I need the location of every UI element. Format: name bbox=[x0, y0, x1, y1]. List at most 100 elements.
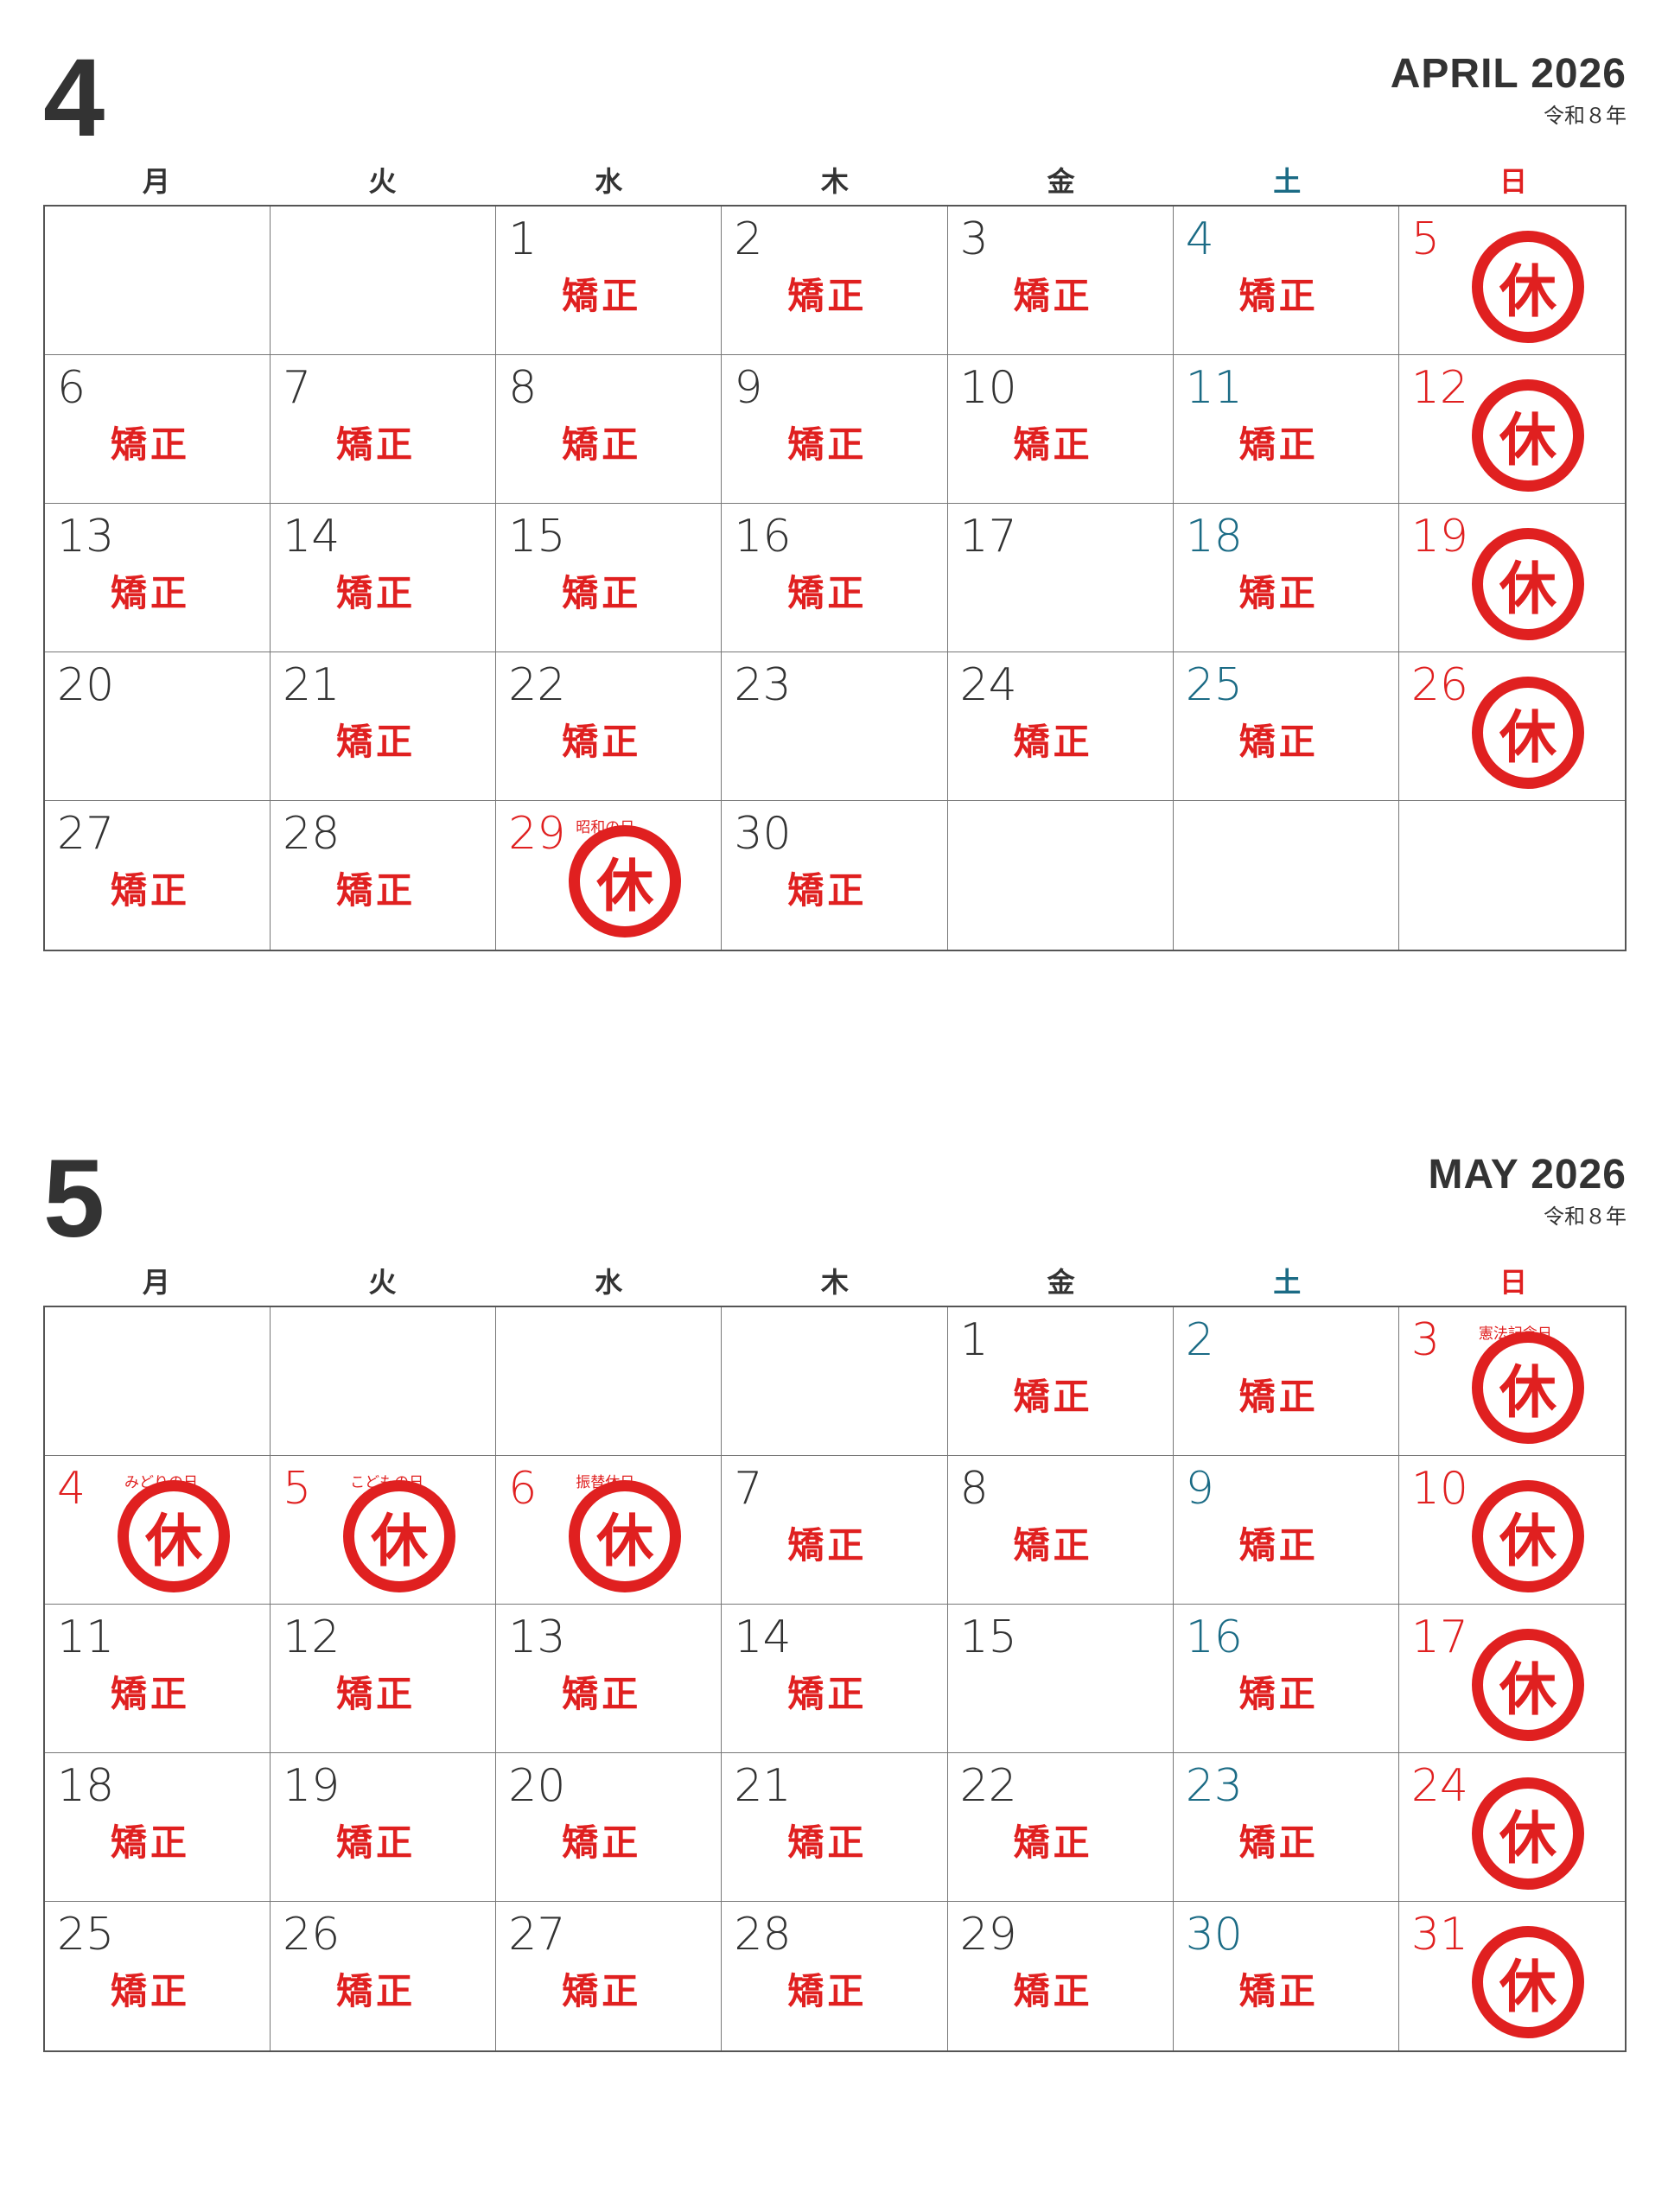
day-number: 19 bbox=[1410, 511, 1469, 563]
weekday-label: 木 bbox=[820, 165, 849, 198]
closed-circle-icon: 休 bbox=[1471, 231, 1584, 343]
day-cell: 16 矯正 bbox=[722, 504, 948, 652]
day-number: 16 bbox=[1185, 1611, 1243, 1663]
day-cell: 14 矯正 bbox=[722, 1605, 948, 1753]
weekday-label: 水 bbox=[595, 1266, 623, 1299]
day-number: 27 bbox=[57, 808, 115, 860]
closed-circle-icon: 休 bbox=[1471, 1480, 1584, 1592]
day-cell: 3憲法記念日休 bbox=[1398, 1307, 1625, 1456]
day-number: 1 bbox=[508, 213, 538, 265]
day-cell: 22 矯正 bbox=[947, 1753, 1174, 1902]
orthodontic-label: 矯正 bbox=[787, 1821, 868, 1864]
day-cell: 8 矯正 bbox=[947, 1456, 1174, 1605]
day-number: 27 bbox=[508, 1909, 566, 1961]
day-cell: 17 休 bbox=[1398, 1605, 1625, 1753]
day-number: 7 bbox=[283, 362, 312, 414]
month-title: APRIL 2026 bbox=[1390, 51, 1627, 97]
orthodontic-label: 矯正 bbox=[787, 869, 868, 912]
day-number: 26 bbox=[283, 1909, 341, 1961]
orthodontic-label: 矯正 bbox=[111, 572, 191, 614]
orthodontic-label: 矯正 bbox=[562, 423, 642, 466]
orthodontic-label: 矯正 bbox=[336, 1970, 417, 2012]
orthodontic-label: 矯正 bbox=[1238, 1970, 1319, 2012]
closed-circle-icon: 休 bbox=[1471, 1926, 1584, 2038]
day-cell: 2 矯正 bbox=[722, 207, 948, 355]
day-number: 18 bbox=[57, 1760, 115, 1812]
orthodontic-label: 矯正 bbox=[1013, 423, 1093, 466]
weekday-label: 土 bbox=[1273, 165, 1302, 198]
day-cell: 15 矯正 bbox=[496, 504, 723, 652]
closed-circle-icon: 休 bbox=[118, 1480, 230, 1592]
weekday-label: 日 bbox=[1499, 165, 1527, 198]
era-year: 令和８年 bbox=[1544, 104, 1627, 128]
day-number: 24 bbox=[959, 659, 1017, 711]
day-cell: 27 矯正 bbox=[496, 1902, 723, 2050]
weekday-label: 木 bbox=[820, 1266, 849, 1299]
day-cell: 7 矯正 bbox=[271, 355, 497, 504]
orthodontic-label: 矯正 bbox=[1238, 721, 1319, 763]
day-cell: 1 矯正 bbox=[947, 1307, 1174, 1456]
orthodontic-label: 矯正 bbox=[1238, 1376, 1319, 1418]
day-number: 28 bbox=[734, 1909, 792, 1961]
day-cell: 11 矯正 bbox=[1173, 355, 1399, 504]
orthodontic-label: 矯正 bbox=[1013, 1821, 1093, 1864]
day-cell bbox=[1174, 801, 1399, 950]
day-cell bbox=[722, 1307, 948, 1456]
day-number: 28 bbox=[283, 808, 341, 860]
day-cell: 10 矯正 bbox=[947, 355, 1174, 504]
day-cell: 2 矯正 bbox=[1173, 1307, 1399, 1456]
day-cell: 7 矯正 bbox=[722, 1456, 948, 1605]
day-number: 7 bbox=[734, 1463, 763, 1515]
day-number: 14 bbox=[734, 1611, 792, 1663]
day-number: 17 bbox=[1410, 1611, 1469, 1663]
day-cell: 27 矯正 bbox=[45, 801, 271, 950]
day-cell: 10 休 bbox=[1398, 1456, 1625, 1605]
day-number: 12 bbox=[1410, 362, 1469, 414]
orthodontic-label: 矯正 bbox=[562, 1970, 642, 2012]
day-number: 20 bbox=[57, 659, 115, 711]
day-cell: 11 矯正 bbox=[45, 1605, 271, 1753]
day-cell: 13 矯正 bbox=[45, 504, 271, 652]
day-cell: 9 矯正 bbox=[1173, 1456, 1399, 1605]
day-cell bbox=[271, 207, 497, 355]
orthodontic-label: 矯正 bbox=[787, 1524, 868, 1567]
day-number: 3 bbox=[959, 213, 989, 265]
orthodontic-label: 矯正 bbox=[1238, 572, 1319, 614]
day-cell bbox=[948, 801, 1174, 950]
orthodontic-label: 矯正 bbox=[787, 1970, 868, 2012]
day-number: 20 bbox=[508, 1760, 566, 1812]
day-number: 25 bbox=[57, 1909, 115, 1961]
day-cell: 31 休 bbox=[1399, 1902, 1625, 2050]
day-number: 22 bbox=[959, 1760, 1017, 1812]
day-cell: 13 矯正 bbox=[496, 1605, 723, 1753]
day-cell: 30 矯正 bbox=[722, 801, 948, 950]
day-number: 30 bbox=[734, 808, 792, 860]
day-number: 1 bbox=[959, 1314, 989, 1366]
orthodontic-label: 矯正 bbox=[111, 1673, 191, 1715]
day-cell: 24 休 bbox=[1398, 1753, 1625, 1902]
day-cell: 4 矯正 bbox=[1173, 207, 1399, 355]
day-number: 13 bbox=[508, 1611, 566, 1663]
day-number: 15 bbox=[508, 511, 566, 563]
day-number: 10 bbox=[1410, 1463, 1469, 1515]
closed-circle-icon: 休 bbox=[1471, 379, 1584, 492]
day-number: 12 bbox=[283, 1611, 341, 1663]
day-cell: 28 矯正 bbox=[271, 801, 497, 950]
day-cell: 29昭和の日休 bbox=[496, 801, 723, 950]
day-cell: 18 矯正 bbox=[1173, 504, 1399, 652]
day-cell: 24 矯正 bbox=[947, 652, 1174, 801]
weekday-label: 土 bbox=[1273, 1266, 1302, 1299]
day-cell: 20 bbox=[45, 652, 271, 801]
day-number: 29 bbox=[508, 808, 566, 860]
day-number: 16 bbox=[734, 511, 792, 563]
day-number: 14 bbox=[283, 511, 341, 563]
orthodontic-label: 矯正 bbox=[1013, 275, 1093, 317]
day-cell: 6振替休日休 bbox=[496, 1456, 723, 1605]
day-number: 10 bbox=[959, 362, 1017, 414]
day-number: 5 bbox=[283, 1463, 312, 1515]
era-year: 令和８年 bbox=[1544, 1205, 1627, 1229]
weekday-label: 金 bbox=[1047, 1266, 1075, 1299]
orthodontic-label: 矯正 bbox=[1238, 275, 1319, 317]
closed-circle-icon: 休 bbox=[569, 825, 682, 938]
day-cell: 26 休 bbox=[1398, 652, 1625, 801]
